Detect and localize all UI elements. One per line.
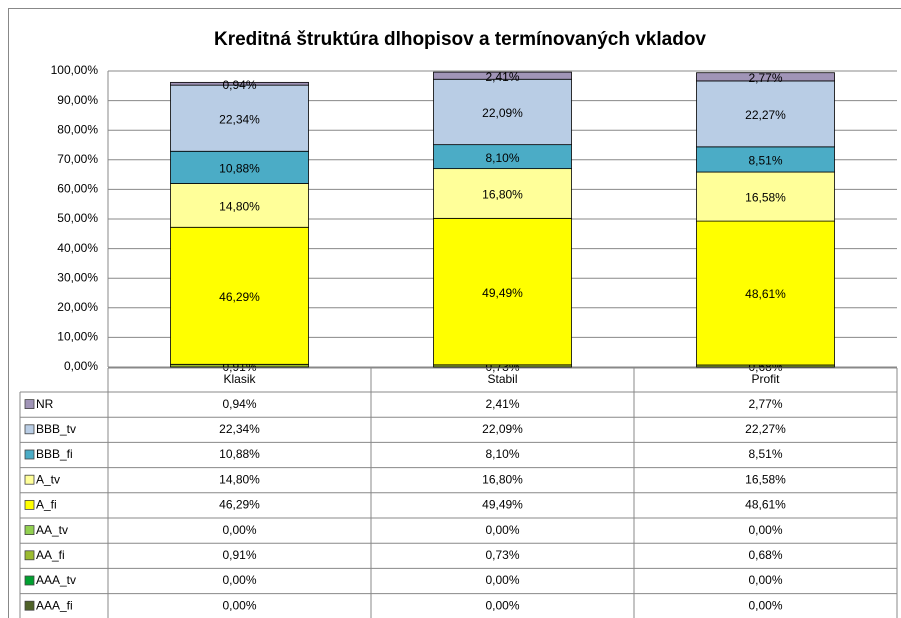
data-label: 16,80% — [482, 188, 523, 202]
bar-segment — [433, 217, 572, 366]
y-tick-label: 20,00% — [57, 300, 98, 314]
bar-segment — [696, 72, 835, 82]
table-header: Profit — [751, 372, 780, 386]
table-cell: 0,73% — [485, 548, 519, 562]
y-tick-label: 30,00% — [57, 270, 98, 284]
bar-segment — [170, 150, 309, 184]
table-cell: 0,00% — [748, 598, 782, 612]
bar-segment — [696, 220, 835, 366]
data-label: 22,27% — [745, 108, 786, 122]
legend-key — [24, 499, 35, 510]
data-label: 22,09% — [482, 106, 523, 120]
legend-key — [24, 424, 35, 435]
legend-label: A_fi — [36, 498, 57, 512]
legend-key — [24, 399, 35, 410]
data-label: 48,61% — [745, 287, 786, 301]
table-cell: 8,10% — [485, 447, 519, 461]
table-cell: 14,80% — [219, 472, 260, 486]
legend-label: NR — [36, 397, 54, 411]
table-cell: 49,49% — [482, 498, 523, 512]
legend-key — [24, 449, 35, 460]
table-cell: 46,29% — [219, 498, 260, 512]
y-tick-label: 90,00% — [57, 93, 98, 107]
legend-label: AA_tv — [36, 523, 68, 537]
legend-label: BBB_tv — [36, 422, 76, 436]
legend-label: AA_fi — [36, 548, 65, 562]
table-cell: 0,00% — [222, 523, 256, 537]
data-label: 2,77% — [748, 71, 782, 85]
table-cell: 0,00% — [485, 523, 519, 537]
data-label: 22,34% — [219, 112, 260, 126]
table-cell: 0,00% — [748, 573, 782, 587]
table-cell: 8,51% — [748, 447, 782, 461]
legend-key — [24, 550, 35, 561]
data-label: 8,51% — [748, 154, 782, 168]
legend-label: AAA_tv — [36, 573, 76, 587]
y-tick-label: 100,00% — [51, 63, 99, 77]
table-cell: 0,68% — [748, 548, 782, 562]
table-cell: 0,94% — [222, 397, 256, 411]
data-label: 49,49% — [482, 286, 523, 300]
data-label: 0,94% — [222, 78, 256, 92]
legend-key — [24, 474, 35, 485]
data-label: 8,10% — [485, 151, 519, 165]
bar-segment — [696, 171, 835, 222]
legend-key — [24, 525, 35, 535]
bar-segment — [433, 71, 572, 80]
table-cell: 48,61% — [745, 498, 786, 512]
table-header: Stabil — [487, 372, 517, 386]
bar-segment — [696, 80, 835, 148]
y-tick-label: 80,00% — [57, 122, 98, 136]
table-cell: 0,00% — [222, 598, 256, 612]
table-cell: 0,00% — [485, 573, 519, 587]
y-tick-label: 0,00% — [64, 359, 98, 373]
table-cell: 22,34% — [219, 422, 260, 436]
table-cell: 0,00% — [222, 573, 256, 587]
table-cell: 2,41% — [485, 397, 519, 411]
legend-key — [24, 575, 35, 586]
bar-segment — [433, 78, 572, 146]
table-cell: 0,91% — [222, 548, 256, 562]
table-cell: 22,27% — [745, 422, 786, 436]
y-tick-label: 50,00% — [57, 211, 98, 225]
table-cell: 22,09% — [482, 422, 523, 436]
data-label: 10,88% — [219, 162, 260, 176]
bar-segment — [170, 84, 309, 152]
table-cell: 2,77% — [748, 397, 782, 411]
table-header: Klasik — [223, 372, 256, 386]
legend-key — [24, 600, 35, 611]
table-cell: 16,80% — [482, 472, 523, 486]
bar-segment — [433, 168, 572, 219]
chart-title: Kreditná štruktúra dlhopisov a termínova… — [214, 29, 706, 50]
bar-segment — [696, 146, 835, 173]
data-label: 16,58% — [745, 191, 786, 205]
table-cell: 0,00% — [485, 598, 519, 612]
y-tick-label: 10,00% — [57, 330, 98, 344]
y-tick-label: 60,00% — [57, 182, 98, 196]
bar-segment — [170, 183, 309, 228]
data-label: 46,29% — [219, 290, 260, 304]
y-tick-label: 70,00% — [57, 152, 98, 166]
table-cell: 0,00% — [748, 523, 782, 537]
data-label: 2,41% — [485, 70, 519, 84]
legend-label: BBB_fi — [36, 447, 73, 461]
bar-segment — [170, 81, 309, 86]
legend-label: AAA_fi — [36, 598, 73, 612]
table-cell: 10,88% — [219, 447, 260, 461]
table-cell: 16,58% — [745, 472, 786, 486]
legend-label: A_tv — [36, 472, 60, 486]
data-label: 14,80% — [219, 200, 260, 214]
y-tick-label: 40,00% — [57, 241, 98, 255]
